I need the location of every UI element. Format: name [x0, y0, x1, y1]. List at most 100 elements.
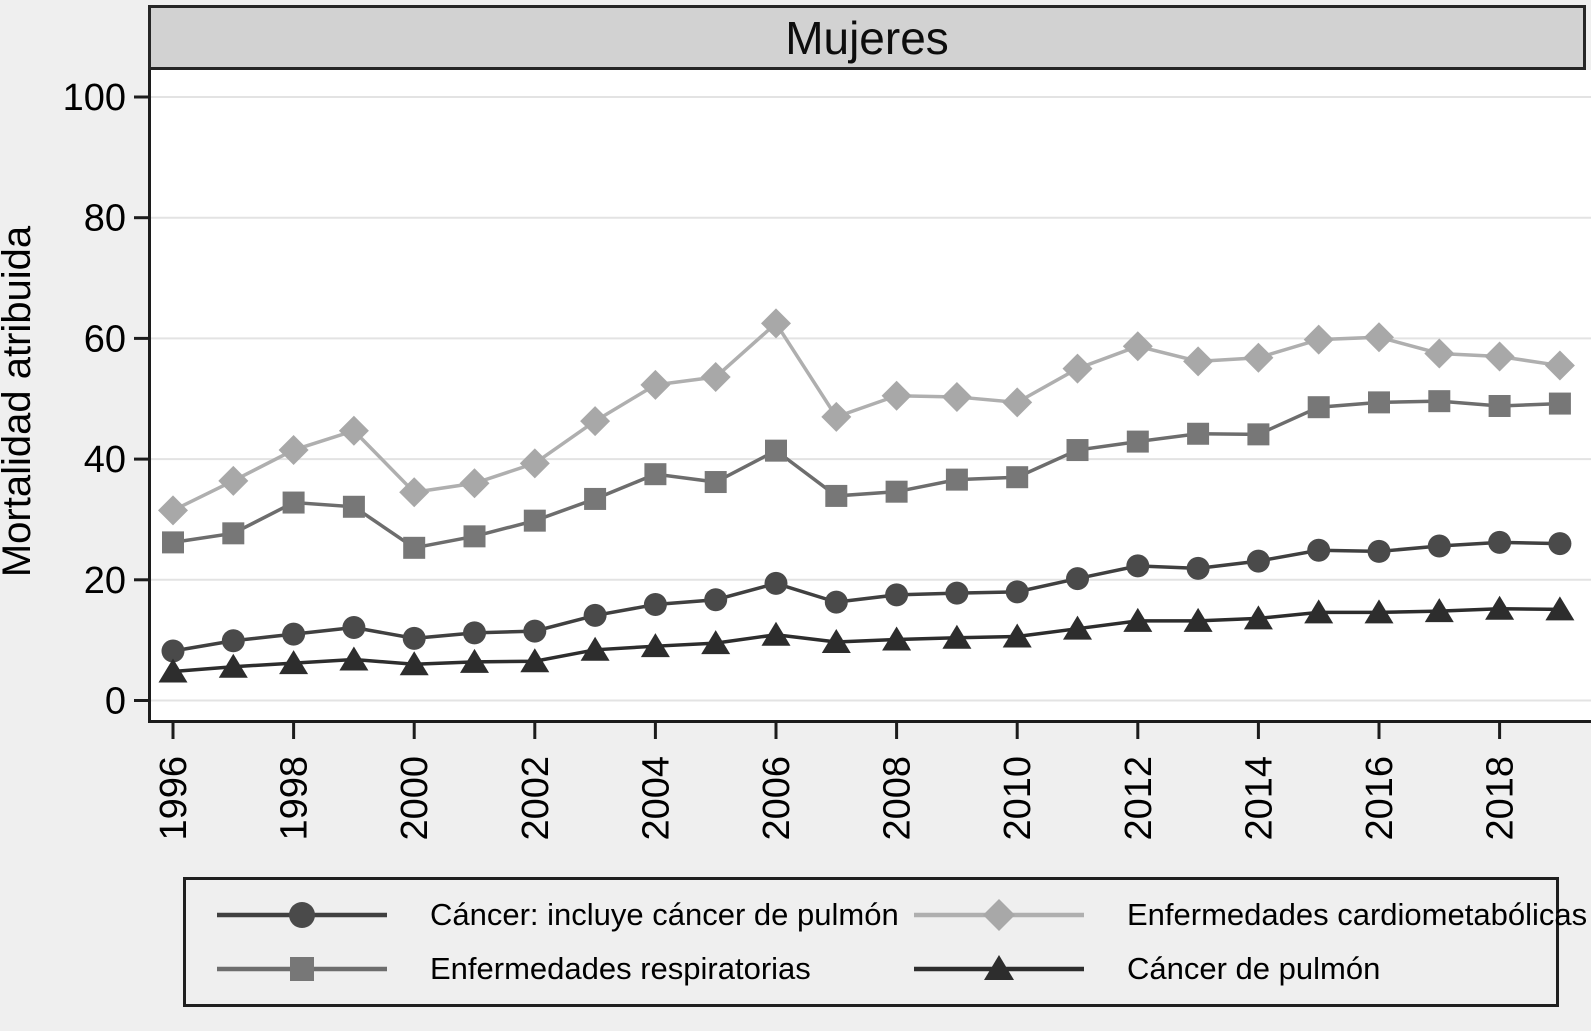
series-marker-square [1126, 430, 1149, 453]
x-tick-label: 2002 [515, 756, 557, 841]
series-marker-square [403, 536, 426, 559]
legend-label: Cáncer de pulmón [1127, 951, 1381, 986]
series-marker-triangle [1002, 623, 1032, 648]
series-marker-circle [282, 622, 306, 646]
legend-entry-cancer: Cáncer: incluye cáncer de pulmón [202, 893, 899, 937]
series-marker-triangle [339, 646, 369, 671]
x-tick-label: 2000 [394, 756, 436, 841]
series-marker-circle [1005, 580, 1029, 604]
series-marker-triangle [1424, 598, 1454, 623]
series-marker-square [1066, 439, 1089, 462]
x-tick-label: 2006 [756, 756, 798, 841]
series-marker-diamond [1484, 341, 1515, 372]
series-marker-circle [523, 619, 547, 643]
legend-marker-diamond [914, 899, 1084, 931]
series-marker-circle [342, 615, 366, 639]
series-marker-circle [1186, 556, 1210, 580]
y-tick-label: 100 [63, 77, 126, 119]
x-tick-label: 2016 [1359, 756, 1401, 841]
series-marker-square [825, 484, 848, 507]
y-tick-label: 80 [84, 198, 126, 240]
series-marker-square [644, 463, 667, 486]
y-tick-label: 20 [84, 560, 126, 602]
series-marker-diamond [700, 362, 731, 393]
series-marker-diamond [399, 477, 430, 508]
series-marker-triangle [1183, 607, 1213, 632]
series-line-3 [172, 607, 1560, 674]
x-tick-label: 1996 [153, 756, 195, 841]
chart-title: Mujeres [785, 11, 949, 64]
series-marker-square [885, 480, 908, 503]
legend-entry-respiratorias: Enfermedades respiratorias [202, 947, 899, 991]
series-marker-circle [1367, 539, 1391, 563]
series-marker-diamond [158, 495, 188, 526]
series-marker-circle [1066, 567, 1089, 591]
series-marker-square [1247, 423, 1270, 446]
legend-marker-triangle [914, 955, 1084, 980]
series-marker-diamond [1243, 342, 1274, 373]
plot-background [148, 70, 1591, 723]
series-marker-circle [945, 581, 969, 605]
series-marker-square [704, 471, 727, 494]
series-marker-triangle [1545, 596, 1575, 621]
series-marker-triangle [399, 651, 429, 676]
legend-entry-pulmon: Cáncer de pulmón [899, 947, 1587, 991]
series-marker-circle [161, 639, 185, 663]
series-marker-circle [1307, 538, 1331, 562]
x-tick-label: 1998 [274, 756, 316, 841]
series-marker-square [1187, 422, 1210, 445]
series-marker-circle [764, 571, 788, 595]
series-marker-triangle [1243, 605, 1273, 630]
series-marker-diamond [338, 415, 369, 446]
series-marker-triangle [640, 633, 670, 658]
series-marker-triangle [1304, 599, 1334, 624]
x-tick-label: 2010 [997, 756, 1039, 841]
series-marker-square [282, 491, 305, 514]
y-tick-label: 40 [84, 439, 126, 481]
series-marker-square [1548, 392, 1571, 415]
series-marker-diamond [1544, 350, 1575, 381]
series-marker-diamond [1424, 338, 1455, 369]
legend: Cáncer: incluye cáncer de pulmón Enferme… [183, 877, 1587, 1007]
series-marker-circle [583, 603, 607, 627]
legend-entry-cardiometabolicas: Enfermedades cardiometabólicas [899, 893, 1587, 937]
series-marker-square [342, 495, 365, 518]
x-tick-label: 2018 [1480, 756, 1522, 841]
legend-label: Enfermedades cardiometabólicas [1127, 897, 1588, 932]
series-marker-diamond [941, 381, 972, 412]
series-marker-diamond [1364, 322, 1394, 353]
series-marker-circle [643, 593, 667, 617]
series-marker-square [945, 468, 968, 491]
legend-label: Cáncer: incluye cáncer de pulmón [430, 897, 899, 932]
series-marker-diamond [881, 380, 912, 411]
x-tick-label: 2004 [635, 756, 677, 841]
y-tick-label: 60 [84, 318, 126, 360]
series-marker-square [1307, 396, 1330, 419]
series-marker-circle [704, 588, 728, 612]
series-marker-triangle [218, 653, 248, 678]
legend-marker-glyph-diamond [983, 899, 1015, 931]
series-marker-triangle [942, 624, 972, 649]
series-marker-triangle [1364, 599, 1394, 624]
series-marker-triangle [279, 650, 309, 675]
series-marker-diamond [1303, 324, 1334, 355]
x-tick-label: 2014 [1238, 756, 1280, 841]
series-marker-triangle [1123, 607, 1153, 632]
y-axis-title: Mortalidad atribuida [0, 225, 39, 577]
series-marker-circle [1488, 530, 1512, 554]
series-marker-circle [221, 629, 245, 653]
series-marker-square [1428, 390, 1451, 413]
series-marker-diamond [1122, 331, 1153, 362]
series-marker-circle [1548, 532, 1572, 556]
series-marker-triangle [882, 626, 912, 651]
series-marker-triangle [761, 621, 791, 646]
legend-marker-square [217, 957, 387, 981]
y-tick-label: 0 [105, 681, 126, 723]
series-marker-diamond [519, 448, 550, 479]
series-marker-diamond [1062, 353, 1093, 384]
series-marker-triangle [821, 628, 851, 653]
legend-label: Enfermedades respiratorias [430, 951, 811, 986]
series-marker-square [523, 509, 546, 532]
series-marker-circle [1246, 549, 1270, 573]
